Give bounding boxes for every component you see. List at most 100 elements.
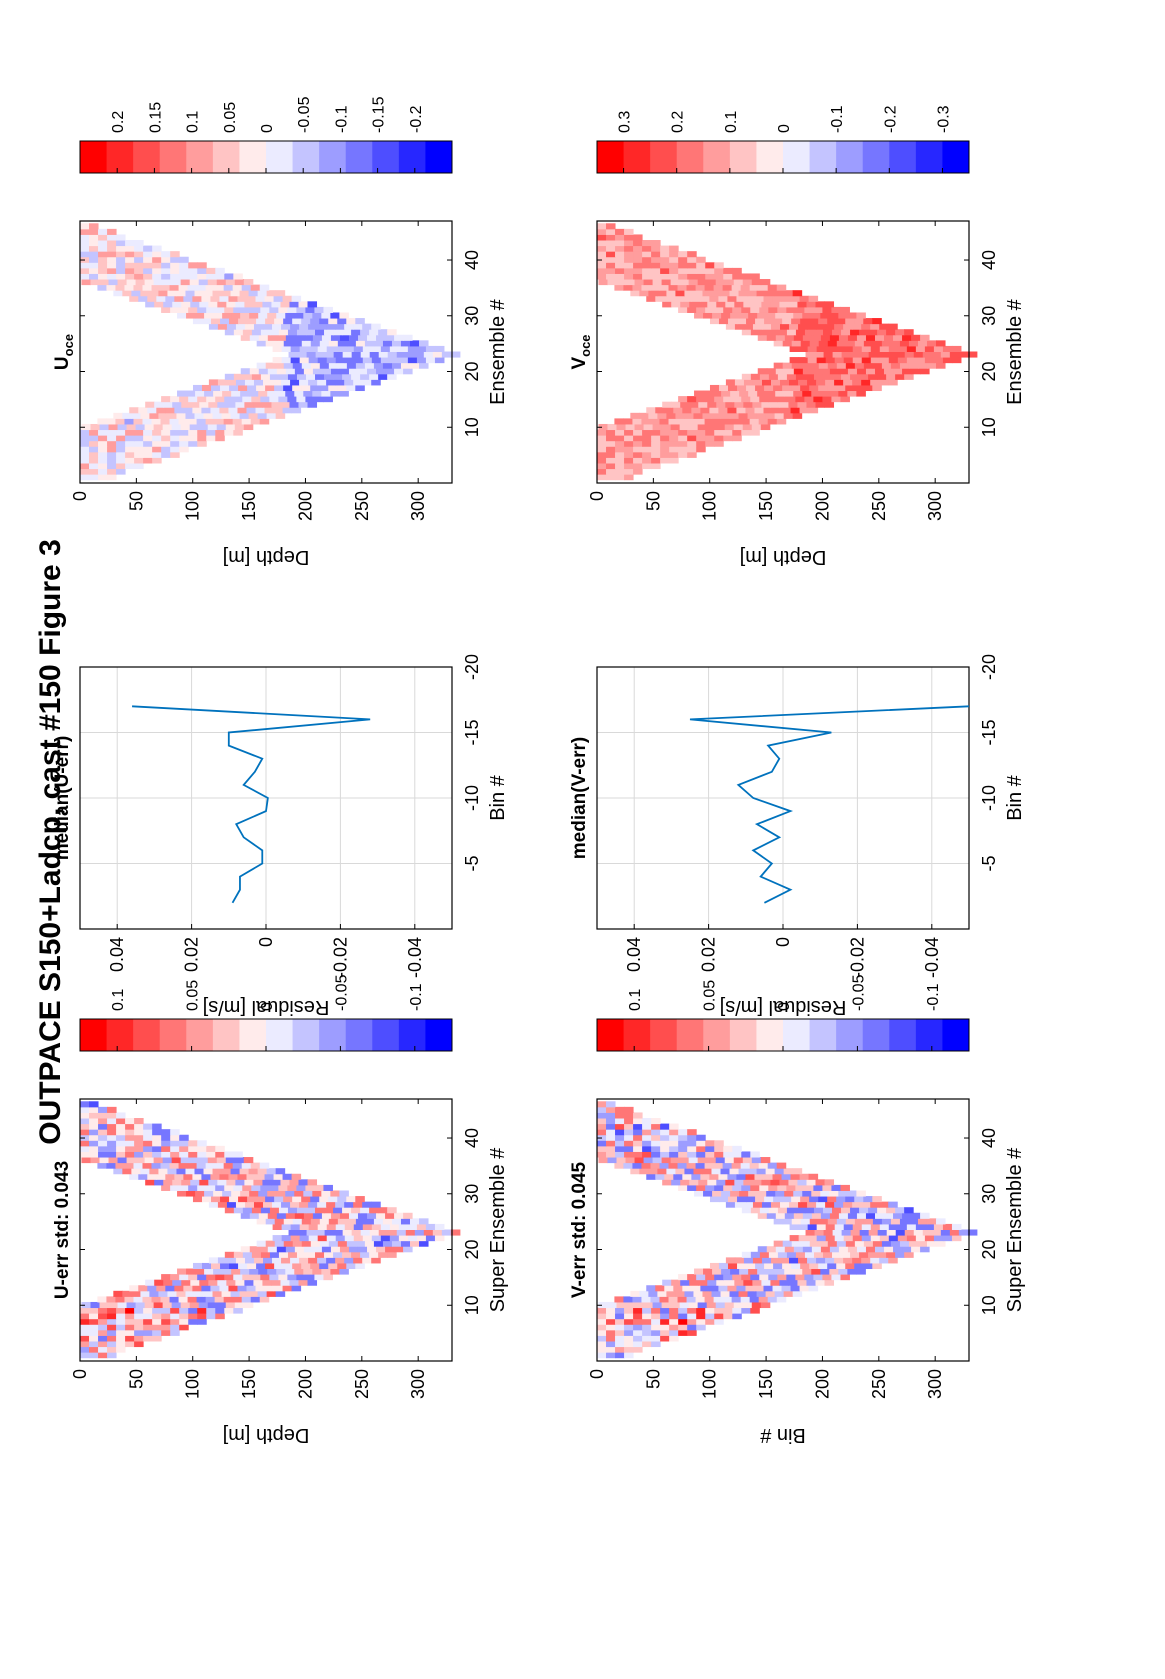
heatmap-cell (705, 1318, 715, 1325)
heatmap-cell (292, 1218, 303, 1225)
heatmap-cell (233, 1251, 244, 1258)
heatmap-cell (639, 1168, 649, 1175)
heatmap-cell (143, 457, 153, 464)
heatmap-cell (904, 1251, 914, 1258)
heatmap-cell (696, 306, 706, 313)
heatmap-cell (115, 1296, 125, 1303)
heatmap-cell (752, 401, 762, 408)
heatmap-cell (789, 1201, 799, 1208)
heatmap-cell (687, 1307, 697, 1314)
x-tick-label: 40 (979, 250, 999, 270)
heatmap-cell (652, 1157, 663, 1164)
heatmap-cell (749, 1162, 760, 1169)
heatmap-cell (859, 373, 869, 380)
heatmap-cell (134, 1307, 144, 1314)
heatmap-cell (188, 1145, 198, 1152)
heatmap-cell (228, 1285, 238, 1292)
colorbar-swatch (266, 1019, 294, 1051)
heatmap-cell (868, 329, 878, 336)
heatmap-cell (80, 1329, 90, 1336)
heatmap-cell (816, 379, 826, 386)
heatmap-cell (606, 1324, 616, 1331)
heatmap-cell (651, 1307, 661, 1314)
heatmap-cell (897, 1223, 908, 1230)
heatmap-cell (694, 390, 704, 397)
heatmap-cell (606, 429, 616, 436)
heatmap-cell (239, 1168, 250, 1175)
heatmap-cell (775, 1190, 785, 1197)
heatmap-cell (89, 440, 99, 447)
heatmap-cell (784, 1212, 795, 1219)
heatmap-cell (299, 1235, 310, 1242)
heatmap-cell (239, 412, 250, 419)
heatmap-cell (255, 1173, 266, 1180)
heatmap-cell (671, 1279, 681, 1286)
heatmap-cell (215, 1274, 225, 1281)
heatmap-cell (180, 1301, 191, 1309)
heatmap-cell (178, 418, 189, 425)
heatmap-cell (669, 451, 679, 458)
heatmap-cell (80, 234, 90, 241)
heatmap-cell (624, 1352, 634, 1359)
heatmap-cell (129, 295, 139, 302)
heatmap-cell (852, 345, 863, 352)
heatmap-cell (308, 1223, 319, 1230)
heatmap-cell (188, 440, 198, 447)
heatmap-cell (181, 1279, 191, 1286)
heatmap-cell (98, 1106, 108, 1113)
heatmap-cell (382, 362, 393, 369)
heatmap-cell (360, 1251, 370, 1258)
heatmap-cell (80, 474, 90, 481)
heatmap-cell (251, 1251, 262, 1258)
heatmap-cell (246, 407, 257, 414)
heatmap-cell (854, 384, 864, 392)
heatmap-cell (360, 329, 370, 336)
heatmap-cell (220, 1196, 230, 1203)
heatmap-cell (296, 306, 306, 313)
heatmap-cell (143, 1151, 153, 1158)
heatmap-cell (724, 1301, 735, 1309)
heatmap-cell (616, 1301, 627, 1309)
heatmap-cell (651, 451, 661, 458)
heatmap-cell (686, 1162, 697, 1169)
heatmap-cell (253, 301, 263, 308)
heatmap-cell (836, 384, 846, 392)
heatmap-cell (170, 1151, 180, 1158)
heatmap-cell (606, 240, 616, 247)
heatmap-cell (346, 384, 356, 392)
heatmap-cell (716, 301, 726, 308)
heatmap-cell (920, 1212, 930, 1219)
heatmap-cell (687, 396, 697, 403)
heatmap-cell (116, 1324, 126, 1331)
heatmap-cell (98, 234, 108, 241)
heatmap-cell (709, 318, 720, 325)
heatmap-cell (407, 1235, 418, 1242)
heatmap-cell (126, 279, 137, 286)
heatmap-cell (203, 412, 214, 419)
heatmap-cell (775, 1268, 785, 1275)
heatmap-cell (713, 1162, 724, 1169)
heatmap-cell (805, 351, 816, 358)
heatmap-cell (135, 279, 146, 286)
heatmap-cell (750, 1151, 760, 1158)
heatmap-cell (238, 1262, 248, 1270)
heatmap-cell (194, 412, 205, 419)
heatmap-cell (840, 306, 850, 313)
y-tick-label: 100 (183, 1369, 203, 1399)
heatmap-cell (840, 1274, 850, 1281)
heatmap-cell (258, 1268, 268, 1275)
heatmap-cell (678, 1318, 688, 1325)
heatmap-cell (931, 351, 942, 358)
heatmap-cell (344, 1235, 355, 1242)
heatmap-cell (904, 373, 914, 380)
heatmap-cell (265, 1218, 276, 1225)
heatmap-cell (797, 401, 807, 408)
heatmap-cell (727, 407, 737, 414)
heatmap-cell (793, 334, 804, 341)
heatmap-cell (651, 240, 661, 247)
heatmap-cell (220, 384, 230, 392)
heatmap-cell (357, 334, 368, 341)
heatmap-cell (89, 228, 99, 235)
heatmap-cell (791, 340, 802, 347)
heatmap-cell (124, 1162, 134, 1169)
